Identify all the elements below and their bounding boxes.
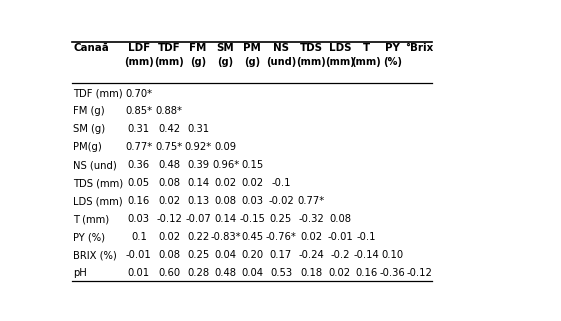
Text: 0.31: 0.31 bbox=[187, 125, 209, 134]
Text: -0.76*: -0.76* bbox=[265, 232, 296, 242]
Text: NS: NS bbox=[273, 43, 289, 54]
Text: 0.03: 0.03 bbox=[241, 196, 263, 206]
Text: 0.03: 0.03 bbox=[128, 214, 150, 224]
Text: FM: FM bbox=[190, 43, 207, 54]
Text: -0.07: -0.07 bbox=[185, 214, 211, 224]
Text: 0.96*: 0.96* bbox=[212, 160, 239, 170]
Text: 0.28: 0.28 bbox=[187, 268, 209, 278]
Text: (g): (g) bbox=[244, 57, 260, 67]
Text: TDS (mm): TDS (mm) bbox=[73, 178, 123, 188]
Text: 0.10: 0.10 bbox=[381, 250, 403, 260]
Text: 0.77*: 0.77* bbox=[298, 196, 325, 206]
Text: -0.36: -0.36 bbox=[380, 268, 406, 278]
Text: PY (%): PY (%) bbox=[73, 232, 105, 242]
Text: 0.75*: 0.75* bbox=[155, 143, 183, 152]
Text: 0.77*: 0.77* bbox=[125, 143, 153, 152]
Text: (mm): (mm) bbox=[124, 57, 154, 67]
Text: -0.01: -0.01 bbox=[126, 250, 151, 260]
Text: (mm): (mm) bbox=[325, 57, 355, 67]
Text: 0.31: 0.31 bbox=[128, 125, 150, 134]
Text: SM: SM bbox=[217, 43, 234, 54]
Text: 0.04: 0.04 bbox=[214, 250, 237, 260]
Text: pH: pH bbox=[73, 268, 87, 278]
Text: (%): (%) bbox=[383, 57, 402, 67]
Text: 0.02: 0.02 bbox=[300, 232, 323, 242]
Text: 0.39: 0.39 bbox=[187, 160, 209, 170]
Text: 0.45: 0.45 bbox=[241, 232, 263, 242]
Text: 0.16: 0.16 bbox=[355, 268, 378, 278]
Text: -0.15: -0.15 bbox=[240, 214, 265, 224]
Text: 0.05: 0.05 bbox=[128, 178, 150, 188]
Text: 0.42: 0.42 bbox=[158, 125, 180, 134]
Text: 0.70*: 0.70* bbox=[125, 89, 153, 99]
Text: (mm): (mm) bbox=[351, 57, 381, 67]
Text: 0.17: 0.17 bbox=[270, 250, 292, 260]
Text: 0.1: 0.1 bbox=[131, 232, 147, 242]
Text: -0.01: -0.01 bbox=[327, 232, 353, 242]
Text: 0.92*: 0.92* bbox=[185, 143, 212, 152]
Text: SM (g): SM (g) bbox=[73, 125, 105, 134]
Text: 0.15: 0.15 bbox=[241, 160, 264, 170]
Text: (g): (g) bbox=[218, 57, 233, 67]
Text: 0.02: 0.02 bbox=[158, 196, 180, 206]
Text: PM: PM bbox=[243, 43, 261, 54]
Text: -0.12: -0.12 bbox=[406, 268, 432, 278]
Text: 0.08: 0.08 bbox=[214, 196, 237, 206]
Text: 0.02: 0.02 bbox=[214, 178, 237, 188]
Text: 0.08: 0.08 bbox=[158, 178, 180, 188]
Text: BRIX (%): BRIX (%) bbox=[73, 250, 117, 260]
Text: (mm): (mm) bbox=[154, 57, 184, 67]
Text: LDS: LDS bbox=[329, 43, 351, 54]
Text: 0.88*: 0.88* bbox=[156, 107, 183, 117]
Text: 0.09: 0.09 bbox=[214, 143, 237, 152]
Text: 0.85*: 0.85* bbox=[125, 107, 153, 117]
Text: 0.13: 0.13 bbox=[187, 196, 209, 206]
Text: TDS: TDS bbox=[300, 43, 323, 54]
Text: NS (und): NS (und) bbox=[73, 160, 117, 170]
Text: -0.83*: -0.83* bbox=[210, 232, 241, 242]
Text: -0.02: -0.02 bbox=[268, 196, 294, 206]
Text: (und): (und) bbox=[266, 57, 296, 67]
Text: (g): (g) bbox=[190, 57, 206, 67]
Text: LDS (mm): LDS (mm) bbox=[73, 196, 123, 206]
Text: -0.2: -0.2 bbox=[330, 250, 350, 260]
Text: -0.32: -0.32 bbox=[298, 214, 324, 224]
Text: -0.1: -0.1 bbox=[356, 232, 376, 242]
Text: 0.08: 0.08 bbox=[158, 250, 180, 260]
Text: -0.1: -0.1 bbox=[271, 178, 291, 188]
Text: 0.01: 0.01 bbox=[128, 268, 150, 278]
Text: 0.36: 0.36 bbox=[128, 160, 150, 170]
Text: 0.14: 0.14 bbox=[187, 178, 209, 188]
Text: 0.20: 0.20 bbox=[241, 250, 263, 260]
Text: PM(g): PM(g) bbox=[73, 143, 102, 152]
Text: LDF: LDF bbox=[128, 43, 150, 54]
Text: 0.25: 0.25 bbox=[187, 250, 209, 260]
Text: T (mm): T (mm) bbox=[73, 214, 109, 224]
Text: 0.02: 0.02 bbox=[158, 232, 180, 242]
Text: 0.48: 0.48 bbox=[158, 160, 180, 170]
Text: 0.14: 0.14 bbox=[214, 214, 237, 224]
Text: 0.60: 0.60 bbox=[158, 268, 180, 278]
Text: °Brix: °Brix bbox=[405, 43, 434, 54]
Text: 0.25: 0.25 bbox=[270, 214, 292, 224]
Text: 0.02: 0.02 bbox=[329, 268, 351, 278]
Text: TDF (mm): TDF (mm) bbox=[73, 89, 123, 99]
Text: PY: PY bbox=[385, 43, 400, 54]
Text: 0.16: 0.16 bbox=[128, 196, 150, 206]
Text: 0.08: 0.08 bbox=[329, 214, 351, 224]
Text: 0.53: 0.53 bbox=[270, 268, 292, 278]
Text: 0.04: 0.04 bbox=[241, 268, 263, 278]
Text: -0.14: -0.14 bbox=[353, 250, 379, 260]
Text: T: T bbox=[362, 43, 370, 54]
Text: FM (g): FM (g) bbox=[73, 107, 105, 117]
Text: Canaã: Canaã bbox=[73, 43, 109, 54]
Text: 0.22: 0.22 bbox=[187, 232, 209, 242]
Text: -0.12: -0.12 bbox=[157, 214, 182, 224]
Text: 0.18: 0.18 bbox=[300, 268, 323, 278]
Text: 0.48: 0.48 bbox=[214, 268, 237, 278]
Text: (mm): (mm) bbox=[297, 57, 327, 67]
Text: -0.24: -0.24 bbox=[298, 250, 324, 260]
Text: TDF: TDF bbox=[158, 43, 181, 54]
Text: 0.02: 0.02 bbox=[241, 178, 263, 188]
